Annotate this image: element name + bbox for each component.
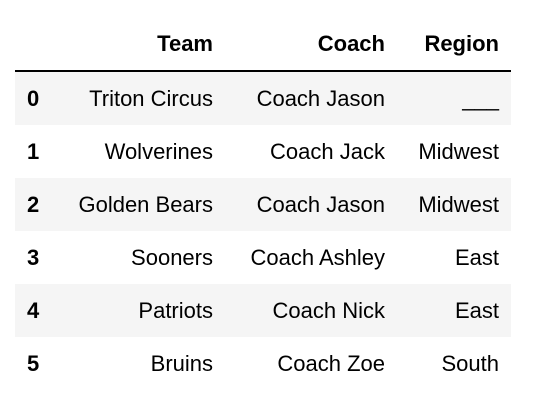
table-header: Team Coach Region — [15, 18, 511, 72]
cell-team: Golden Bears — [78, 191, 213, 217]
table-row: 0 Triton Circus Coach Jason ___ — [15, 71, 511, 125]
cell-coach: Coach Ashley — [250, 244, 385, 270]
cell-region: Midwest — [418, 191, 499, 217]
header-team: Team — [55, 18, 225, 72]
row-index: 4 — [27, 297, 40, 323]
cell-team: Wolverines — [104, 138, 213, 164]
cell-region: South — [441, 350, 500, 376]
cell-coach: Coach Nick — [272, 297, 385, 323]
cell-coach: Coach Jason — [256, 191, 385, 217]
cell-region: ___ — [462, 85, 499, 111]
header-index — [15, 18, 55, 72]
table-row: 5 Bruins Coach Zoe South — [15, 337, 511, 390]
table-row: 1 Wolverines Coach Jack Midwest — [15, 125, 511, 178]
row-index: 2 — [27, 191, 40, 217]
cell-team: Bruins — [150, 350, 213, 376]
cell-team: Sooners — [131, 244, 213, 270]
dataframe-table: Team Coach Region 0 Triton Circus Coach … — [15, 18, 511, 390]
dataframe-table-container: Team Coach Region 0 Triton Circus Coach … — [15, 18, 511, 390]
cell-team: Patriots — [138, 297, 213, 323]
row-index: 5 — [27, 350, 40, 376]
cell-region: East — [454, 297, 499, 323]
row-index: 1 — [27, 138, 40, 164]
table-row: 4 Patriots Coach Nick East — [15, 284, 511, 337]
cell-team: Triton Circus — [89, 85, 213, 111]
cell-coach: Coach Jason — [256, 85, 385, 111]
table-row: 3 Sooners Coach Ashley East — [15, 231, 511, 284]
table-row: 2 Golden Bears Coach Jason Midwest — [15, 178, 511, 231]
row-index: 0 — [27, 85, 40, 111]
header-region: Region — [397, 18, 511, 72]
table-body: 0 Triton Circus Coach Jason ___ 1 Wolver… — [15, 71, 511, 390]
cell-coach: Coach Jack — [270, 138, 385, 164]
row-index: 3 — [27, 244, 40, 270]
cell-coach: Coach Zoe — [277, 350, 385, 376]
cell-region: East — [454, 244, 499, 270]
header-row: Team Coach Region — [15, 18, 511, 72]
cell-region: Midwest — [418, 138, 499, 164]
header-coach: Coach — [225, 18, 397, 72]
